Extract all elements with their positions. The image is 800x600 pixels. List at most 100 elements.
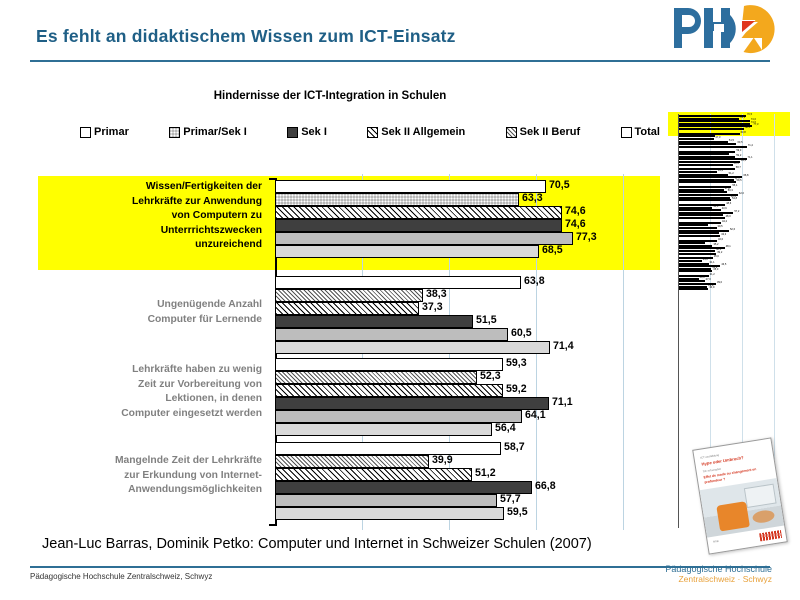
thumbnail-bar [679, 242, 706, 245]
bar-row: 51,5 [275, 314, 660, 328]
bar-row: 66,8 [275, 480, 660, 494]
category-label-line: zur Erkundung von Internet- [124, 469, 262, 481]
bar-row: 37,3 [275, 301, 660, 315]
thumbnail-bar [679, 214, 724, 217]
category-label-line: Lektionen, in denen [165, 393, 262, 404]
bar-value-label: 39,9 [432, 454, 453, 466]
thumbnail-bar-value: 77,3 [753, 123, 759, 127]
axis-tick-top [269, 178, 277, 180]
thumbnail-bar [679, 267, 712, 270]
thumbnail-bar-value: 57,7 [734, 176, 740, 180]
thumbnail-bar [679, 196, 730, 199]
category-label-line: von Computern zu [171, 210, 262, 221]
bar [275, 371, 477, 384]
title-divider [30, 60, 770, 62]
category-label-line: unzureichend [195, 239, 262, 250]
thumbnail-bar-value: 47,2 [724, 186, 730, 190]
legend-label-total: Total [634, 126, 660, 138]
bar-value-label: 70,5 [549, 179, 570, 191]
thumbnail-bar-value: 31,2 [709, 273, 715, 277]
category-label: Mangelnde Zeit der Lehrkräfte zur Erkund… [30, 454, 262, 498]
bar [275, 232, 573, 245]
thumbnail-bar [679, 143, 737, 146]
thumbnail-bar [679, 155, 736, 158]
bar-value-label: 58,7 [504, 441, 525, 453]
footer-institution: Pädagogische Hochschule Zentralschweiz, … [30, 572, 213, 581]
thumbnail-bar-value: 71,1 [747, 156, 753, 160]
bar [275, 507, 504, 520]
thumbnail-bar-value: 68,5 [745, 126, 751, 129]
thumbnail-bar [679, 117, 740, 120]
thumbnail-bar-value: 57,2 [734, 209, 740, 213]
bar [275, 276, 521, 289]
bar-row: 71,4 [275, 340, 660, 354]
bar-cluster: 59,3 52,3 59,2 71,1 64,1 [275, 357, 660, 436]
category-label: Ungenügende Anzahl Computer für Lernende [30, 298, 262, 327]
bar-value-label: 74,6 [565, 218, 586, 230]
bar-value-label: 77,3 [576, 231, 597, 243]
legend-swatch-sek2-allgemein [367, 126, 379, 138]
thumbnail-bar [679, 158, 747, 161]
thumbnail-bar-value: 38,0 [716, 248, 722, 251]
thumbnail-bar [679, 135, 716, 138]
bar-row: 77,3 [275, 231, 660, 245]
bar [275, 494, 497, 507]
bar-row: 59,5 [275, 506, 660, 520]
chart-plot-area: Wissen/Fertigkeiten der Lehrkräfte zur A… [30, 150, 660, 530]
bar [275, 315, 473, 328]
thumbnail-bar-value: 63,8 [740, 130, 746, 134]
bar-row: 60,5 [275, 327, 660, 341]
thumbnail-bar [679, 140, 728, 143]
bar-value-label: 63,3 [522, 192, 543, 204]
thumbnail-bar [679, 211, 734, 214]
bar [275, 245, 539, 258]
bar-row: 64,1 [275, 409, 660, 423]
footer-brand-line2: Zentralschweiz · Schwyz [678, 574, 772, 584]
category-label-line: Unterrrichtszwecken [160, 224, 262, 236]
bar-value-label: 57,7 [500, 493, 521, 505]
thumbnail-bar-value: 50,3 [727, 189, 733, 193]
thumbnail-bar-value: 44,2 [721, 219, 728, 223]
thumbnail-bar-value: 52,6 [729, 227, 736, 231]
thumbnail-bar [679, 138, 715, 140]
bar-row: 63,3 [275, 192, 660, 206]
thumbnail-bar-value: 38,3 [716, 133, 722, 137]
thumbnail-bar-value: 42,1 [719, 230, 726, 234]
thumbnail-bar [679, 257, 713, 260]
thumbnail-bar-value: 51,2 [728, 171, 734, 175]
thumbnail-bar-value: 20,6 [699, 275, 705, 279]
thumbnail-bar [679, 132, 740, 135]
thumbnail-bar-value: 30,8 [709, 222, 715, 226]
thumbnail-bar [679, 128, 745, 130]
category-label-line: Lehrkräfte zur Anwendung [131, 195, 262, 207]
phz-logo-icon [674, 5, 775, 54]
bar-row: 56,4 [275, 422, 660, 436]
brochure-object [716, 501, 750, 532]
thumbnail-gridline [710, 114, 711, 528]
thumbnail-bar-value: 27,0 [705, 278, 711, 282]
thumbnail-bar-value: 27,4 [706, 240, 712, 244]
legend-label-primar: Primar [94, 126, 129, 138]
bar-row: 58,7 [275, 441, 660, 455]
bar-cluster: 63,8 38,3 37,3 51,5 60,5 [275, 275, 660, 354]
bar [275, 423, 492, 436]
legend-swatch-sek1 [287, 126, 299, 138]
thumbnail-bar [679, 163, 733, 166]
bar [275, 193, 519, 206]
thumbnail-bar [679, 283, 717, 285]
brochure-logo-icon [759, 530, 783, 542]
category-label: Lehrkräfte haben zu wenig Zeit zur Vorbe… [30, 363, 262, 421]
thumbnail-bar [679, 288, 709, 291]
thumbnail-bar-value: 31,1 [709, 260, 715, 264]
legend-item-sek2-beruf: Sek II Beruf [505, 126, 580, 138]
brochure-publisher-code: SFIB [712, 539, 719, 544]
thumbnail-bar-value: 35,2 [713, 242, 719, 246]
thumbnail-bar [679, 194, 738, 196]
thumbnail-bar [679, 285, 708, 288]
thumbnail-bar-value: 46,7 [724, 212, 730, 216]
category-label-line: Mangelnde Zeit der Lehrkräfte [114, 455, 262, 466]
category-label-line: Ungenügende Anzahl [157, 299, 262, 310]
thumbnail-bar-value: 43,5 [721, 263, 727, 267]
legend-label-primar-sek1: Primar/Sek I [183, 126, 247, 138]
thumbnail-bar [679, 145, 747, 148]
